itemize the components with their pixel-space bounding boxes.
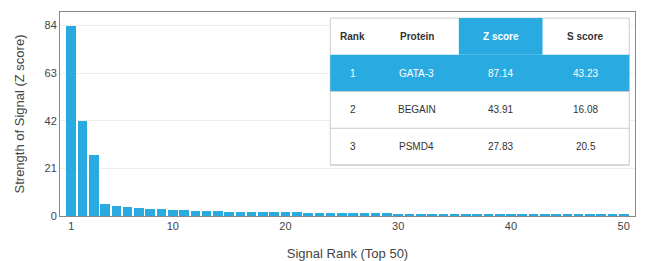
svg-text:3: 3	[350, 141, 356, 152]
svg-text:1: 1	[350, 68, 356, 79]
svg-text:84: 84	[45, 19, 57, 31]
svg-text:10: 10	[167, 220, 179, 232]
svg-text:GATA-3: GATA-3	[399, 68, 434, 79]
svg-text:21: 21	[45, 162, 57, 174]
svg-text:43.91: 43.91	[488, 104, 513, 115]
svg-text:0: 0	[51, 210, 57, 222]
svg-text:63: 63	[45, 67, 57, 79]
svg-text:40: 40	[505, 220, 517, 232]
svg-text:1: 1	[68, 220, 74, 232]
svg-text:PSMD4: PSMD4	[399, 141, 434, 152]
svg-text:Strength of Signal (Z score): Strength of Signal (Z score)	[12, 35, 27, 194]
svg-text:BEGAIN: BEGAIN	[398, 104, 436, 115]
svg-text:20: 20	[279, 220, 291, 232]
svg-text:30: 30	[392, 220, 404, 232]
svg-text:20.5: 20.5	[576, 141, 596, 152]
svg-text:Protein: Protein	[400, 31, 434, 42]
svg-text:43.23: 43.23	[573, 68, 598, 79]
svg-text:42: 42	[45, 115, 57, 127]
svg-text:Rank: Rank	[340, 31, 365, 42]
svg-text:2: 2	[350, 104, 356, 115]
svg-text:S score: S score	[567, 31, 604, 42]
svg-text:50: 50	[618, 220, 630, 232]
svg-text:Signal Rank (Top 50): Signal Rank (Top 50)	[287, 246, 408, 261]
svg-text:27.83: 27.83	[488, 141, 513, 152]
svg-text:87.14: 87.14	[488, 68, 513, 79]
svg-text:Z score: Z score	[483, 31, 519, 42]
svg-text:16.08: 16.08	[573, 104, 598, 115]
